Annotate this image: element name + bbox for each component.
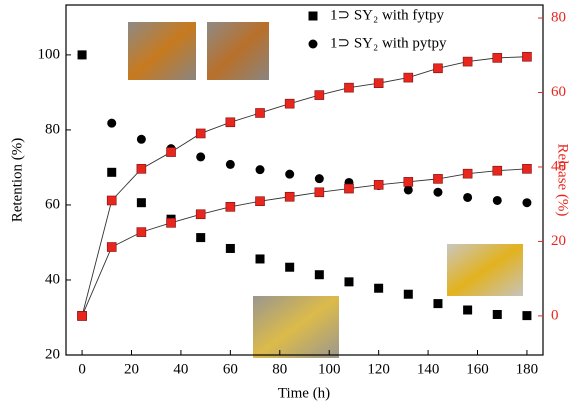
data-point (315, 270, 324, 279)
data-point (522, 311, 531, 320)
data-point (493, 166, 502, 175)
x-tick-label: 100 (318, 361, 341, 377)
data-point (433, 299, 442, 308)
data-point (167, 148, 176, 157)
data-point (374, 284, 383, 293)
y-tick-label: 100 (38, 46, 61, 62)
data-point (463, 57, 472, 66)
legend-marker (309, 40, 318, 49)
x-tick-label: 40 (173, 361, 188, 377)
data-point (344, 184, 353, 193)
data-point (256, 197, 265, 206)
data-point (404, 290, 413, 299)
y2-axis-label: Release (%) (555, 144, 571, 217)
chart: Time (h) Retention (%) Release (%) 0 20 40… (0, 0, 575, 409)
data-point (107, 119, 116, 128)
legend-label: 1⊃ SY₂ with pytpy (330, 35, 447, 51)
data-point (256, 165, 265, 174)
data-point (315, 174, 324, 183)
data-point (493, 310, 502, 319)
data-point (374, 79, 383, 88)
x-axis-label: Time (h) (278, 385, 330, 401)
data-point (167, 218, 176, 227)
data-point (493, 196, 502, 205)
data-point (137, 198, 146, 207)
data-point (285, 170, 294, 179)
data-point (226, 118, 235, 127)
data-point (344, 277, 353, 286)
data-point (463, 169, 472, 178)
data-point (78, 311, 87, 320)
sample-photo (207, 22, 269, 80)
data-point (226, 202, 235, 211)
data-point (522, 164, 531, 173)
y2-tick-label: 20 (551, 233, 566, 249)
data-point (433, 174, 442, 183)
x-tick-label: 120 (367, 361, 390, 377)
data-point (137, 228, 146, 237)
x-tick-label: 0 (78, 361, 86, 377)
data-point (315, 188, 324, 197)
x-tick-label: 60 (223, 361, 238, 377)
y-tick-label: 20 (45, 346, 60, 362)
data-point (404, 73, 413, 82)
data-point (78, 50, 87, 59)
data-point (404, 185, 413, 194)
y2-tick-label: 80 (551, 9, 566, 25)
data-point (315, 91, 324, 100)
data-point (493, 53, 502, 62)
sample-photo (253, 296, 339, 358)
data-point (196, 129, 205, 138)
y2-tick-label: 60 (551, 84, 566, 100)
legend-label: 1⊃ SY₂ with fytpy (330, 7, 445, 23)
data-point (196, 152, 205, 161)
sample-photo (447, 244, 523, 296)
data-point (137, 164, 146, 173)
data-point (196, 210, 205, 219)
sample-photo (128, 22, 196, 80)
data-point (374, 180, 383, 189)
y-tick-label: 60 (45, 196, 60, 212)
data-point (256, 254, 265, 263)
data-point (285, 99, 294, 108)
x-tick-label: 20 (124, 361, 139, 377)
data-point (196, 233, 205, 242)
data-point (522, 52, 531, 61)
data-point (226, 244, 235, 253)
data-point (285, 263, 294, 272)
y2-tick-label: 40 (551, 158, 566, 174)
data-point (463, 305, 472, 314)
data-point (344, 83, 353, 92)
y2-tick-label: 0 (551, 307, 559, 323)
data-point (256, 108, 265, 117)
x-tick-label: 140 (417, 361, 440, 377)
y-tick-label: 80 (45, 121, 60, 137)
data-point (463, 193, 472, 202)
data-point (107, 196, 116, 205)
x-tick-label: 160 (466, 361, 489, 377)
data-point (137, 135, 146, 144)
data-point (107, 168, 116, 177)
x-tick-label: 180 (516, 361, 539, 377)
data-point (522, 198, 531, 207)
data-point (433, 188, 442, 197)
legend-marker (309, 12, 318, 21)
y-tick-label: 40 (45, 271, 60, 287)
data-point (226, 160, 235, 169)
data-point (404, 177, 413, 186)
data-point (285, 192, 294, 201)
y-axis-label: Retention (%) (9, 138, 25, 223)
data-point (107, 243, 116, 252)
data-point (433, 64, 442, 73)
x-tick-label: 80 (272, 361, 287, 377)
